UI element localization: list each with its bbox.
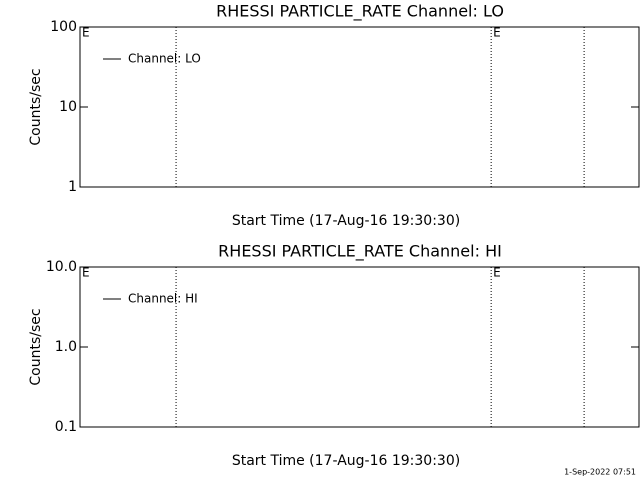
y-tick-label: 10 [59, 99, 77, 115]
y-axis-label: Counts/sec [28, 308, 44, 385]
x-axis-label: Start Time (17-Aug-16 19:30:30) [232, 453, 460, 469]
legend-label: Channel: LO [128, 52, 201, 66]
y-tick-label: 1 [68, 179, 77, 195]
y-tick-label: 1.0 [55, 339, 77, 355]
chart-title: RHESSI PARTICLE_RATE Channel: LO [216, 2, 504, 22]
x-axis-label: Start Time (17-Aug-16 19:30:30) [232, 213, 460, 229]
chart-title: RHESSI PARTICLE_RATE Channel: HI [218, 242, 502, 262]
event-label: E [82, 266, 90, 280]
legend-label: Channel: HI [128, 292, 198, 306]
event-label: E [82, 26, 90, 40]
y-axis-label: Counts/sec [28, 68, 44, 145]
y-tick-label: 0.1 [55, 419, 77, 435]
event-label: E [493, 26, 501, 40]
event-label: E [493, 266, 501, 280]
y-tick-label: 10.0 [46, 259, 77, 275]
y-tick-label: 100 [50, 19, 77, 35]
footer: 1-Sep-2022 07:51 [564, 468, 636, 477]
